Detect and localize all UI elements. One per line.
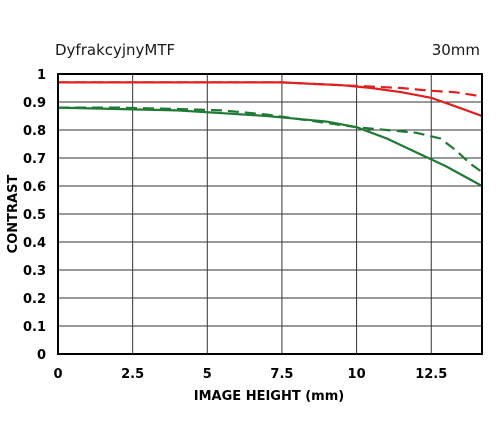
chart-title: DyfrakcyjnyMTF	[55, 41, 175, 59]
x-tick-label: 2.5	[121, 367, 144, 382]
x-tick-label: 5	[203, 367, 212, 382]
y-tick-label: 0.4	[23, 236, 46, 251]
series-line-1	[58, 81, 483, 118]
plot-frame	[57, 73, 483, 355]
y-tick-label: 0.5	[23, 208, 46, 223]
y-axis-label: CONTRAST	[6, 175, 21, 254]
y-tick-label: 0.9	[23, 96, 46, 111]
x-tick-label: 10	[348, 367, 366, 382]
y-tick-label: 0.6	[23, 180, 46, 195]
x-tick-label: 0	[53, 367, 62, 382]
series-line-3	[57, 106, 483, 187]
y-tick-labels: 0 0.1 0.2 0.3 0.4 0.5 0.6 0.7 0.8 0.9 1	[23, 68, 46, 363]
chart-subtitle: 30mm	[432, 41, 480, 59]
y-tick-label: 0.1	[23, 320, 46, 335]
x-axis-label: IMAGE HEIGHT (mm)	[194, 389, 344, 404]
x-tick-label: 7.5	[270, 367, 293, 382]
y-tick-label: 0.2	[23, 292, 46, 307]
series-group	[57, 81, 483, 187]
x-tick-labels: 0 2.5 5 7.5 10 12.5	[53, 367, 447, 382]
y-tick-label: 0	[37, 348, 46, 363]
series-line-2	[58, 81, 483, 98]
series-line-4	[58, 106, 483, 173]
y-tick-label: 0.3	[23, 264, 46, 279]
y-tick-label: 0.7	[23, 152, 46, 167]
y-tick-label: 1	[37, 68, 46, 83]
y-tick-label: 0.8	[23, 124, 46, 139]
x-tick-label: 12.5	[415, 367, 447, 382]
